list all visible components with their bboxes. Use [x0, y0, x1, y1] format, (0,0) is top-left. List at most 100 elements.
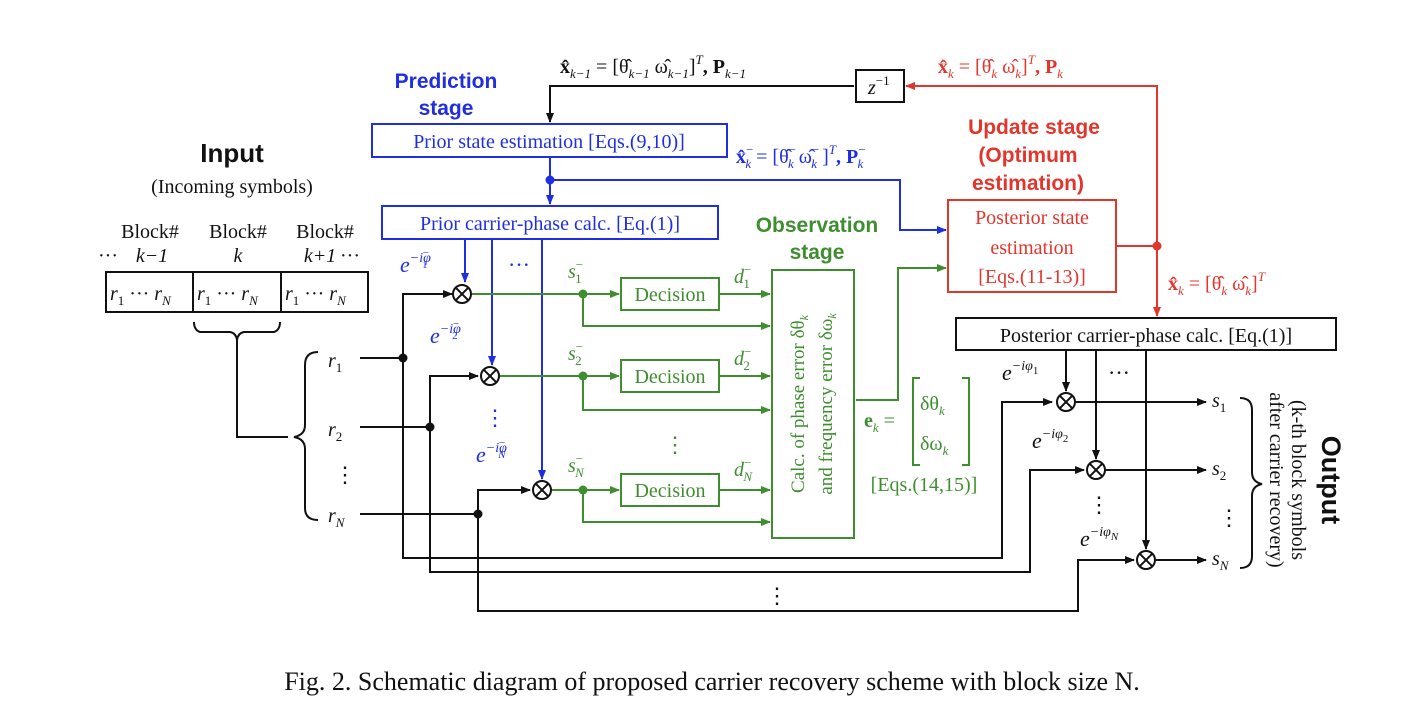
prior-output-label: x̂− k = [θ̂− k ω̂− k ]T, P− k — [736, 142, 866, 171]
decision-2-text: Decision — [634, 366, 705, 388]
output-desc-2: after carrier recovery) — [1265, 392, 1287, 567]
out-phase1-label: e−iφ1 — [1002, 359, 1038, 385]
decision-box-2 — [620, 359, 720, 393]
output-desc-1: (k-th block symbols — [1287, 400, 1309, 560]
input-signal-routing — [360, 290, 1135, 612]
s2-label: s2 — [1212, 458, 1226, 483]
svg-text:r1 ··· rN: r1 ··· rN — [285, 283, 347, 308]
prior-phase-box — [381, 205, 719, 240]
bottom-vdots: ⋮ — [766, 583, 788, 608]
output-section: Posterior carrier-phase calc. [Eq.(1)] e… — [955, 317, 1346, 573]
out-multiplier-1 — [1056, 392, 1076, 412]
posterior-state-line1: Posterior state — [975, 207, 1089, 229]
multiplier-N — [532, 480, 552, 500]
vector-bracket-right — [962, 377, 970, 466]
phaseN-label: e−iφ− N — [476, 437, 507, 467]
block-prev-label: Block# — [121, 221, 179, 243]
block-brace — [193, 321, 281, 341]
update-side-label: x̂k = [θ̂k ω̂k]T — [1168, 269, 1266, 298]
decision-N-text: Decision — [634, 480, 705, 502]
prior-state-box — [371, 123, 728, 158]
ellipsis-left: ··· — [98, 245, 118, 267]
multiplier-2 — [480, 366, 500, 386]
update-top-label: x̂k = [θ̂k ω̂k]T, Pk — [938, 52, 1063, 81]
observation-stage: Observation stage Decision Decision — [472, 214, 978, 539]
vector-bottom: δωk — [920, 433, 949, 458]
update-label-1: Update stage — [968, 116, 1100, 139]
input-routing-line — [236, 340, 288, 438]
delay-box — [855, 69, 905, 103]
out-dots: ··· — [1108, 360, 1130, 385]
posterior-phase-box — [955, 317, 1337, 351]
s2-minus-label: s− 2 — [568, 339, 583, 368]
block-cur-label: Block# — [209, 221, 267, 243]
dN-minus-label: d− N — [734, 455, 753, 484]
s1-minus-label: s− 1 — [568, 257, 583, 286]
prediction-label-2: stage — [419, 97, 474, 120]
decision-box-N — [620, 473, 720, 507]
svg-text:r1 ··· rN: r1 ··· rN — [197, 283, 259, 308]
posterior-multipliers — [1056, 392, 1156, 570]
vector-top: δθk — [920, 393, 945, 418]
multiplier-1 — [452, 284, 472, 304]
decision-1-text: Decision — [634, 284, 705, 306]
output-brace — [1239, 397, 1263, 569]
block-next-index: k+1 — [304, 245, 336, 267]
input-title: Input — [200, 138, 264, 168]
prediction-label-1: Prediction — [395, 70, 498, 93]
sN-label: sN — [1212, 548, 1230, 573]
d2-minus-label: d− 2 — [734, 344, 751, 373]
prior-multipliers — [452, 284, 552, 500]
feedback-to-prior — [546, 85, 854, 123]
block-next-label: Block# — [296, 221, 354, 243]
update-label-3: estimation) — [972, 172, 1084, 195]
prior-phase-text: Prior carrier-phase calc. [Eq.(1)] — [420, 213, 680, 235]
r-vdots: ⋮ — [334, 462, 356, 487]
out-vdots: ⋮ — [1088, 492, 1110, 517]
posterior-phase-text: Posterior carrier-phase calc. [Eq.(1)] — [1000, 325, 1292, 347]
out-multiplier-N — [1136, 550, 1156, 570]
s1-label: s1 — [1212, 390, 1226, 415]
r2-label: r2 — [328, 419, 342, 444]
observation-label-2: stage — [790, 241, 845, 264]
prior-state-text: Prior state estimation [Eqs.(9,10)] — [413, 131, 685, 153]
observation-label-1: Observation — [756, 214, 879, 237]
ellipsis-right: ··· — [340, 245, 360, 267]
eqs-14-15: [Eqs.(14,15)] — [871, 474, 978, 496]
output-title: Output — [1316, 436, 1346, 524]
feedback-label: x̂k−1 = [θ̂k−1 ω̂k−1]T, Pk−1 — [560, 52, 746, 81]
split-brace — [293, 351, 319, 521]
decision-vdots: ⋮ — [664, 432, 686, 457]
out-phase2-label: e−iφ2 — [1032, 427, 1068, 453]
d1-minus-label: d− 1 — [734, 262, 751, 291]
ek-label: ek = — [864, 410, 895, 435]
s-vdots: ⋮ — [1218, 505, 1240, 530]
input-section: Input (Incoming symbols) Block# Block# B… — [98, 138, 369, 530]
phase2-label: e−iφ− 2 — [430, 318, 461, 348]
rN-label: rN — [328, 505, 346, 530]
svg-text:r1 ··· rN: r1 ··· rN — [110, 283, 172, 308]
delay-label: z−1 — [867, 73, 890, 99]
out-phaseN-label: e−iφN — [1080, 525, 1119, 551]
symbol-stream-box: r1 ··· rN r1 ··· rN r1 ··· rN — [105, 271, 369, 313]
error-calc-line2: and frequency error δωk — [816, 313, 839, 495]
phase1-label: e−iφ− 1 — [400, 247, 431, 277]
input-subtitle: (Incoming symbols) — [151, 176, 313, 198]
prediction-stage: Prediction stage Prior state estimation … — [371, 52, 947, 480]
error-calc-line1: Calc. of phase error δθk — [788, 314, 811, 493]
vector-bracket-left — [912, 377, 920, 466]
update-stage: Update stage (Optimum estimation) Poster… — [855, 52, 1266, 317]
decision-box-1 — [620, 277, 720, 311]
block-cur-index: k — [234, 245, 244, 267]
out-multiplier-2 — [1086, 460, 1106, 480]
prior-vdots: ⋮ — [484, 405, 506, 430]
update-label-2: (Optimum — [978, 144, 1077, 167]
block-prev-index: k−1 — [136, 245, 168, 267]
r1-label: r1 — [328, 350, 342, 375]
figure-caption: Fig. 2. Schematic diagram of proposed ca… — [284, 667, 1140, 696]
prior-dots: ··· — [508, 252, 530, 277]
posterior-state-line2: estimation — [990, 237, 1073, 259]
posterior-state-line3: [Eqs.(11-13)] — [978, 266, 1086, 288]
error-calc-box — [771, 269, 855, 539]
